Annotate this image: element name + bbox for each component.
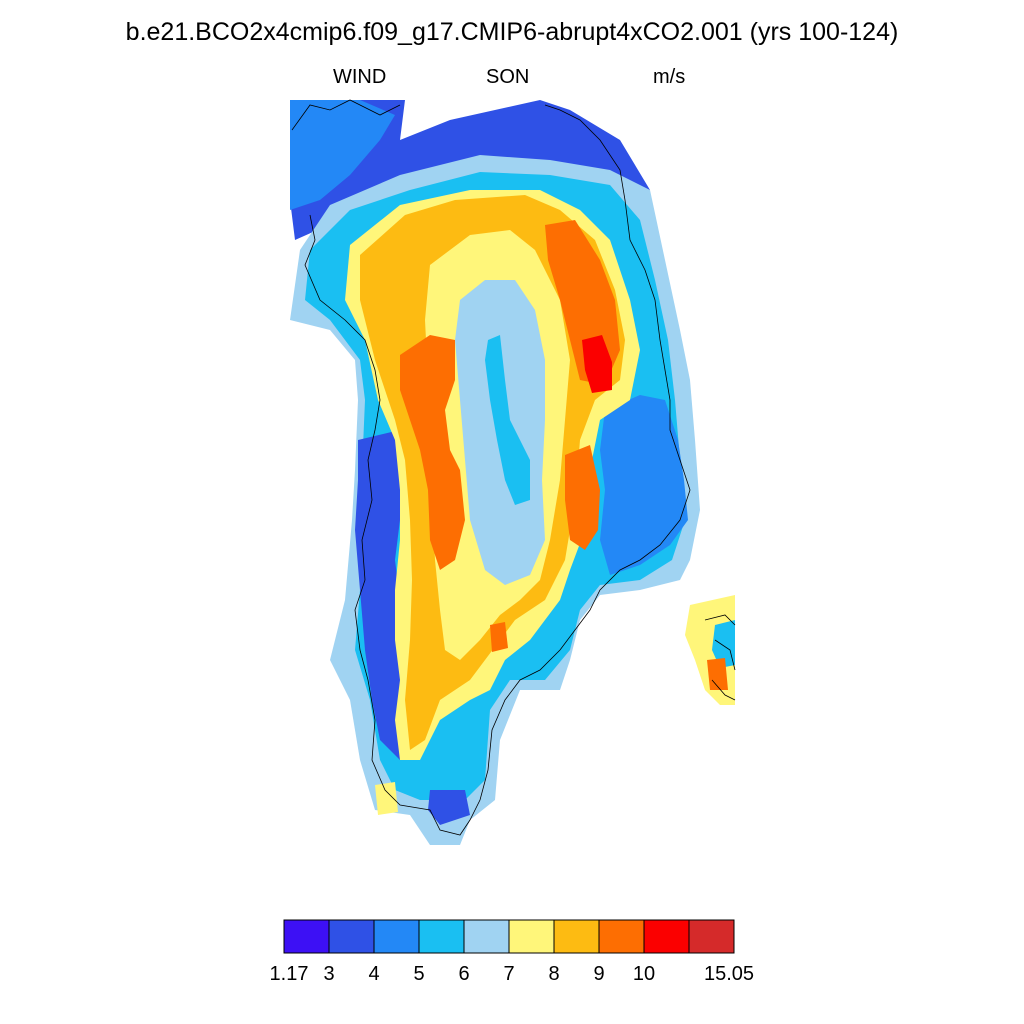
east-coast-blue: [600, 395, 688, 575]
east-jet-lower: [565, 445, 600, 550]
colorbar-bin-6: [553, 919, 600, 954]
colorbar-boxes: [283, 919, 735, 954]
colorbar-bin-4: [463, 919, 510, 954]
colorbar-bin-9: [688, 919, 735, 954]
colorbar-tick-label: 10: [633, 963, 655, 985]
colorbar: 1.17 3 4 5 6 7 8 9 10 15.05: [270, 919, 755, 985]
interior-cyan: [485, 335, 530, 505]
iceland-orange: [707, 658, 728, 690]
colorbar-tick-label: 5: [413, 963, 424, 985]
southern-light-tip: [375, 782, 398, 815]
colorbar-tick-label: 4: [368, 963, 379, 985]
coastline: [291, 99, 736, 836]
colorbar-labels: 1.17 3 4 5 6 7 8 9 10 15.05: [270, 963, 755, 985]
colorbar-bin-1: [328, 919, 375, 954]
greenland-coastline: [291, 99, 691, 836]
colorbar-tick-label: 8: [548, 963, 559, 985]
colorbar-bin-5: [508, 919, 555, 954]
plot-title: b.e21.BCO2x4cmip6.f09_g17.CMIP6-abrupt4x…: [125, 18, 899, 46]
southern-blue-tip: [428, 790, 470, 825]
colorbar-bin-8: [643, 919, 690, 954]
variable-label: WIND: [333, 66, 387, 88]
colorbar-tick-label: 1.17: [270, 963, 309, 985]
colorbar-tick-label: 15.05: [704, 963, 754, 985]
east-jet-core: [582, 335, 612, 393]
south-orange-spot: [490, 622, 508, 652]
northwest-strip: [290, 100, 395, 210]
map-layers: [290, 100, 735, 845]
units-label: m/s: [653, 66, 686, 88]
colorbar-tick-label: 7: [503, 963, 514, 985]
iceland-cyan: [712, 620, 735, 668]
colorbar-tick-label: 6: [458, 963, 469, 985]
colorbar-bin-3: [418, 919, 465, 954]
colorbar-bin-2: [373, 919, 420, 954]
colorbar-tick-label: 9: [593, 963, 604, 985]
colorbar-tick-label: 3: [323, 963, 334, 985]
colorbar-bin-0: [283, 919, 330, 954]
season-label: SON: [486, 66, 530, 88]
colorbar-bin-7: [598, 919, 645, 954]
west-jet: [400, 335, 465, 570]
iceland-coastline: [704, 614, 736, 701]
